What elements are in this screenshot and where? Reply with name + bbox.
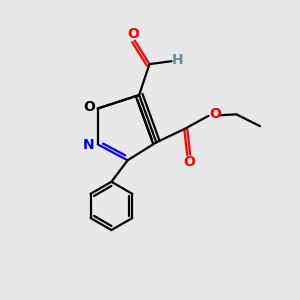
Text: O: O [183,155,195,170]
Text: O: O [127,27,139,41]
Text: O: O [209,107,221,122]
Text: H: H [172,53,183,67]
Text: N: N [83,138,95,152]
Text: O: O [83,100,95,114]
